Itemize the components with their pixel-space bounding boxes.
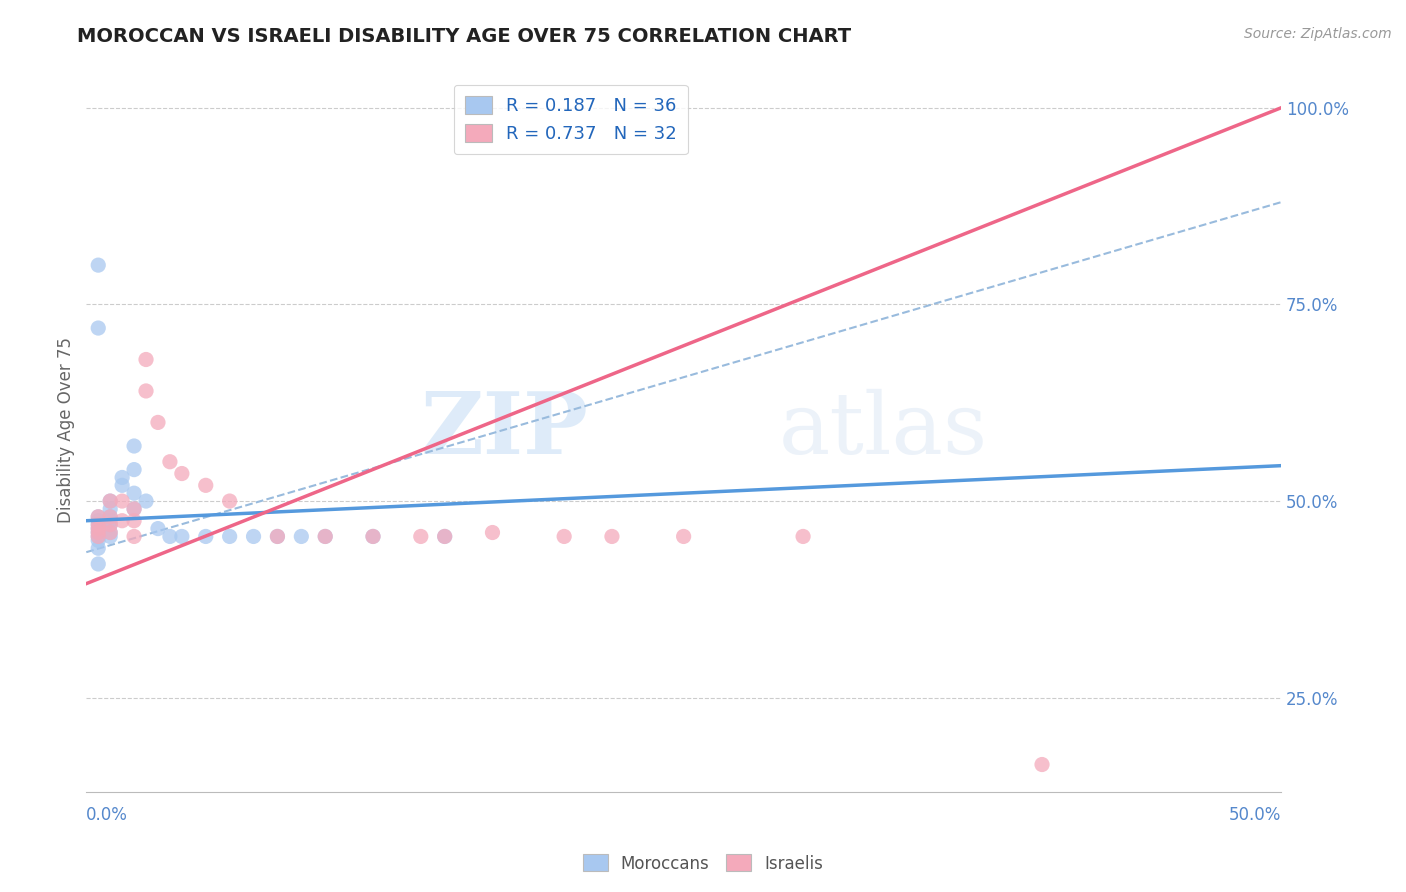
Point bbox=[146, 522, 169, 536]
Point bbox=[87, 517, 110, 532]
Point bbox=[111, 494, 134, 508]
Legend: Moroccans, Israelis: Moroccans, Israelis bbox=[576, 847, 830, 880]
Legend: R = 0.187   N = 36, R = 0.737   N = 32: R = 0.187 N = 36, R = 0.737 N = 32 bbox=[454, 85, 688, 154]
Point bbox=[433, 529, 456, 543]
Point bbox=[218, 529, 240, 543]
Point bbox=[290, 529, 312, 543]
Point bbox=[87, 258, 110, 272]
Point bbox=[170, 529, 193, 543]
Y-axis label: Disability Age Over 75: Disability Age Over 75 bbox=[58, 337, 75, 524]
Point bbox=[314, 529, 336, 543]
Point bbox=[111, 514, 134, 528]
Point bbox=[87, 541, 110, 556]
Point bbox=[98, 517, 121, 532]
Point bbox=[600, 529, 623, 543]
Text: atlas: atlas bbox=[779, 389, 988, 472]
Point bbox=[433, 529, 456, 543]
Point bbox=[792, 529, 814, 543]
Point bbox=[122, 462, 145, 476]
Point bbox=[87, 525, 110, 540]
Point bbox=[98, 494, 121, 508]
Point bbox=[135, 352, 157, 367]
Point bbox=[122, 502, 145, 516]
Point bbox=[87, 533, 110, 548]
Point bbox=[135, 494, 157, 508]
Point bbox=[314, 529, 336, 543]
Point bbox=[266, 529, 288, 543]
Point bbox=[159, 529, 181, 543]
Point bbox=[98, 502, 121, 516]
Point bbox=[159, 455, 181, 469]
Point bbox=[170, 467, 193, 481]
Point bbox=[122, 502, 145, 516]
Point bbox=[242, 529, 264, 543]
Point bbox=[87, 522, 110, 536]
Point bbox=[672, 529, 695, 543]
Point bbox=[361, 529, 384, 543]
Point bbox=[361, 529, 384, 543]
Point bbox=[87, 509, 110, 524]
Point bbox=[122, 514, 145, 528]
Point bbox=[266, 529, 288, 543]
Point bbox=[194, 529, 217, 543]
Point bbox=[1031, 757, 1053, 772]
Text: MOROCCAN VS ISRAELI DISABILITY AGE OVER 75 CORRELATION CHART: MOROCCAN VS ISRAELI DISABILITY AGE OVER … bbox=[77, 27, 852, 45]
Point bbox=[98, 517, 121, 532]
Text: 0.0%: 0.0% bbox=[86, 806, 128, 824]
Text: Source: ZipAtlas.com: Source: ZipAtlas.com bbox=[1244, 27, 1392, 41]
Text: ZIP: ZIP bbox=[420, 388, 588, 472]
Point bbox=[98, 525, 121, 540]
Point bbox=[98, 514, 121, 528]
Text: 50.0%: 50.0% bbox=[1229, 806, 1281, 824]
Point bbox=[87, 517, 110, 532]
Point bbox=[87, 525, 110, 540]
Point bbox=[87, 557, 110, 571]
Point bbox=[409, 529, 432, 543]
Point bbox=[87, 529, 110, 543]
Point bbox=[135, 384, 157, 398]
Point bbox=[122, 486, 145, 500]
Point bbox=[98, 509, 121, 524]
Point bbox=[87, 522, 110, 536]
Point bbox=[194, 478, 217, 492]
Point bbox=[218, 494, 240, 508]
Point bbox=[111, 478, 134, 492]
Point bbox=[553, 529, 575, 543]
Point bbox=[481, 525, 503, 540]
Point bbox=[98, 529, 121, 543]
Point bbox=[98, 494, 121, 508]
Point bbox=[87, 509, 110, 524]
Point bbox=[98, 525, 121, 540]
Point bbox=[146, 416, 169, 430]
Point bbox=[87, 529, 110, 543]
Point bbox=[98, 509, 121, 524]
Point bbox=[87, 514, 110, 528]
Point bbox=[111, 470, 134, 484]
Point bbox=[122, 439, 145, 453]
Point bbox=[87, 321, 110, 335]
Point bbox=[122, 529, 145, 543]
